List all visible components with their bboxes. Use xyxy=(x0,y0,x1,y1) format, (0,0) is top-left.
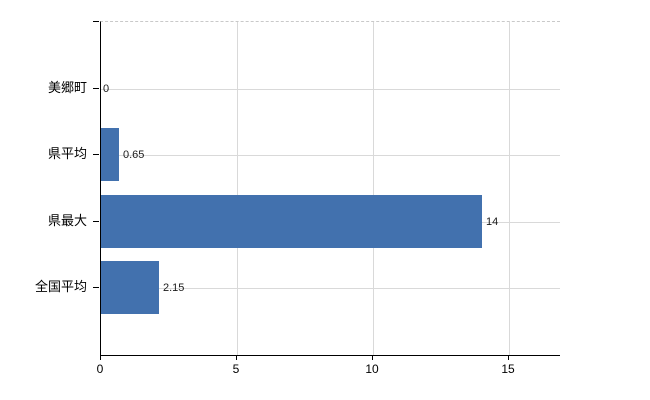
y-axis-label-2: 県最大 xyxy=(47,213,87,228)
y-axis-tick-3 xyxy=(93,287,99,288)
bar-2 xyxy=(101,195,482,248)
x-axis-tick-0 xyxy=(100,355,101,360)
y-axis-tick-1 xyxy=(93,154,99,155)
bar-1 xyxy=(101,128,119,181)
bar-value-label-0: 0 xyxy=(103,83,110,95)
y-axis-label-1: 県平均 xyxy=(47,146,87,161)
x-axis-tick-label-15: 15 xyxy=(501,362,515,376)
bar-value-label-3: 2.15 xyxy=(163,282,185,294)
x-axis-tick-label-0: 0 xyxy=(96,362,104,376)
gridline-vertical-10 xyxy=(373,22,374,355)
y-axis-tick-0 xyxy=(93,88,99,89)
y-axis-tick-2 xyxy=(93,221,99,222)
y-axis-top-tick xyxy=(93,21,99,22)
bar-value-label-1: 0.65 xyxy=(123,149,145,161)
y-axis-label-0: 美郷町 xyxy=(47,80,87,95)
gridline-horizontal-3 xyxy=(101,288,560,289)
bar-3 xyxy=(101,261,159,314)
gridline-horizontal-1 xyxy=(101,155,560,156)
plot-area: 0 0.65 14 2.15 xyxy=(100,21,560,356)
x-axis-tick-15 xyxy=(508,355,509,360)
gridline-vertical-15 xyxy=(509,22,510,355)
bar-value-label-2: 14 xyxy=(486,216,499,228)
x-axis-tick-label-10: 10 xyxy=(365,362,379,376)
x-axis-tick-5 xyxy=(236,355,237,360)
x-axis-tick-10 xyxy=(372,355,373,360)
y-axis-label-3: 全国平均 xyxy=(34,279,87,294)
gridline-vertical-5 xyxy=(237,22,238,355)
gridline-horizontal-0 xyxy=(101,89,560,90)
x-axis-tick-label-5: 5 xyxy=(232,362,240,376)
